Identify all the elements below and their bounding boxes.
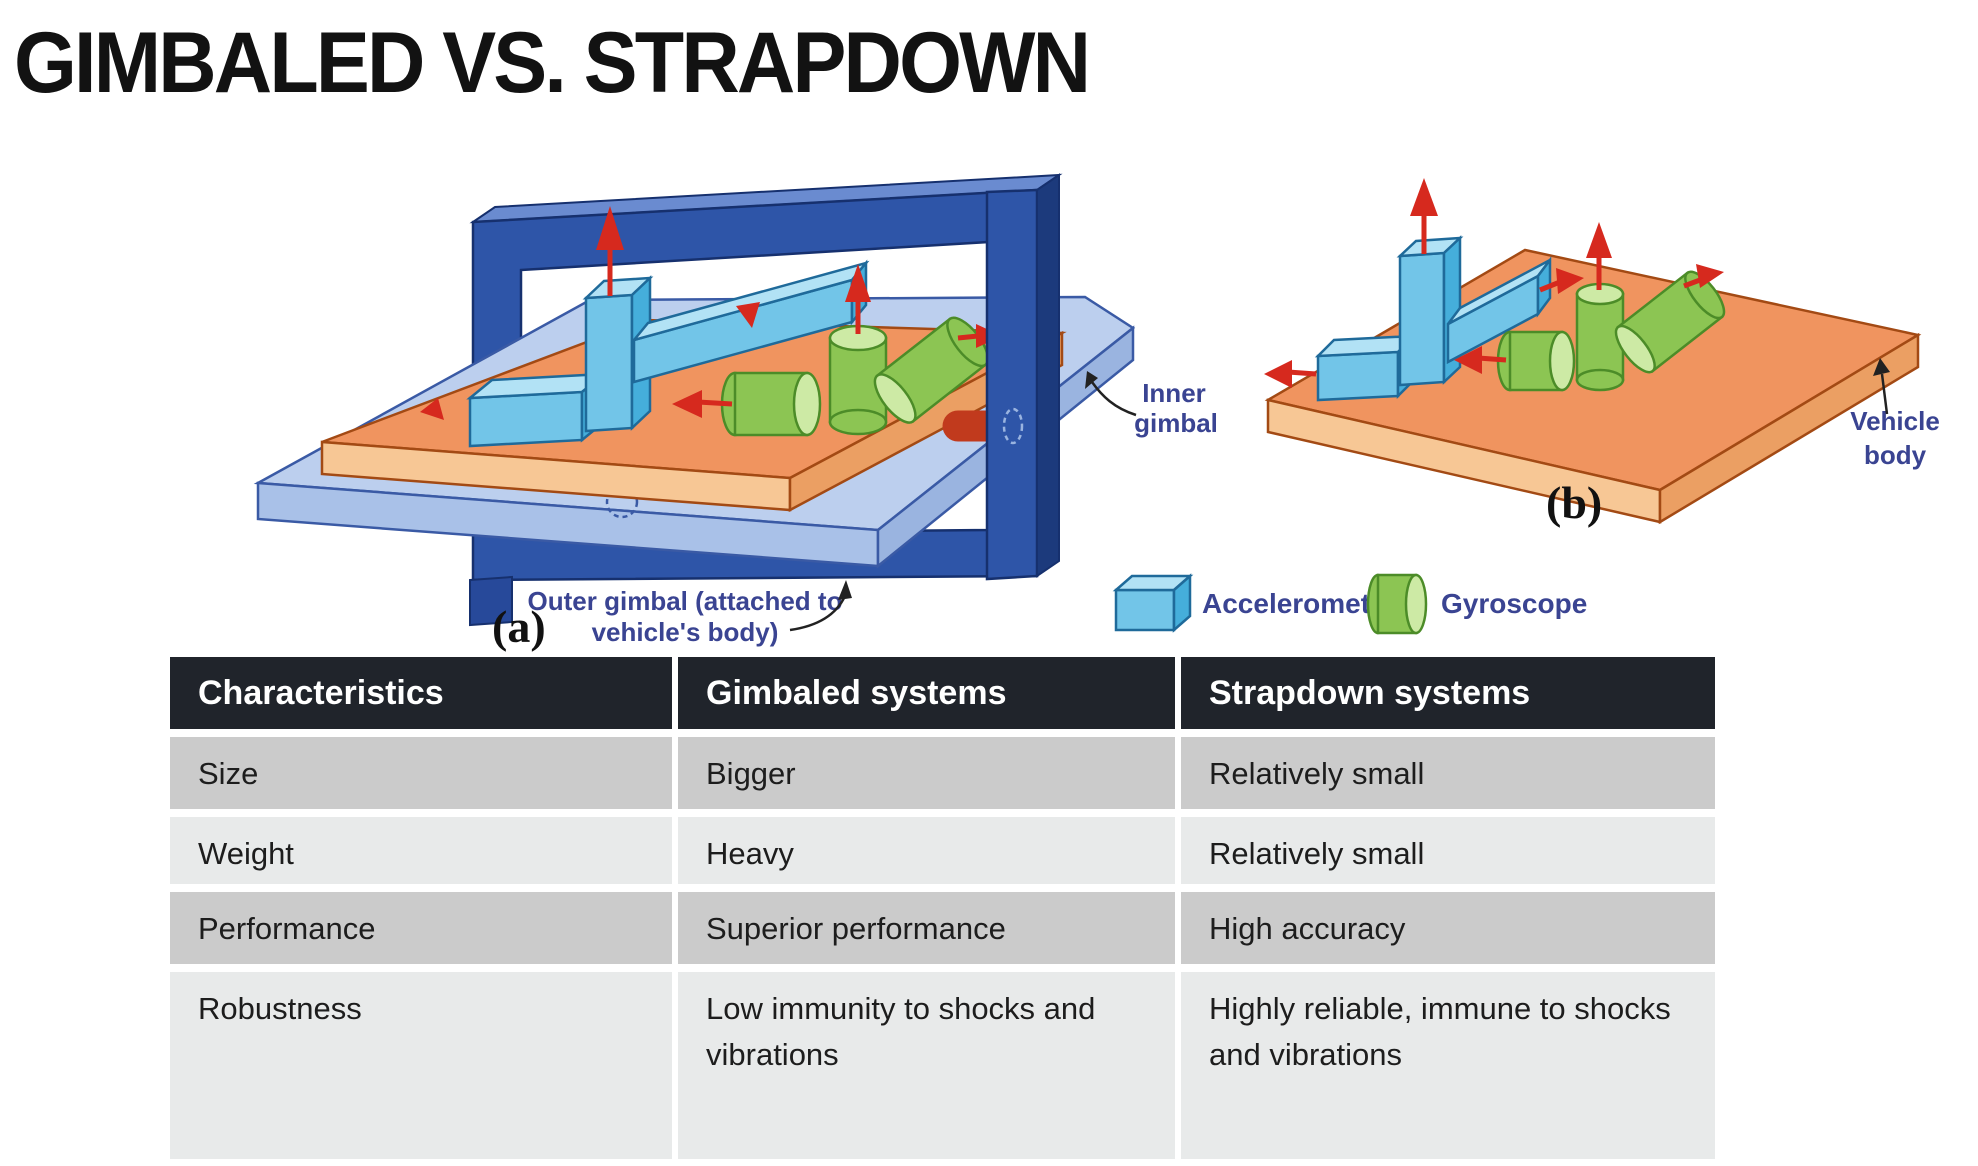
svg-text:Vehicle: Vehicle <box>1850 406 1940 436</box>
gimbaled-system-diagram: Inner gimbal Outer gimbal (attached to v… <box>253 173 1218 652</box>
axis-arrows <box>420 206 1002 420</box>
outer-gimbal-right-bar <box>985 173 1060 581</box>
gyroscope-cylinder <box>720 371 822 437</box>
comparison-table: Characteristics Gimbaled systems Strapdo… <box>170 657 1715 1159</box>
accelerometer-legend-label: Accelerometer <box>1202 588 1397 619</box>
caption-a: (a) <box>492 601 546 652</box>
table-header-strapdown: Strapdown systems <box>1181 657 1715 729</box>
gyroscope-cylinder <box>1496 330 1576 392</box>
table-cell: Relatively small <box>1181 817 1715 884</box>
gyroscope-legend-icon <box>1366 573 1428 635</box>
axis-arrows <box>1264 178 1724 388</box>
outer-gimbal-label: Outer gimbal (attached to vehicle's body… <box>528 580 852 647</box>
table-cell: Relatively small <box>1181 737 1715 809</box>
page-title: GIMBALED VS. STRAPDOWN <box>14 15 1091 111</box>
accelerometer-box <box>1396 235 1464 387</box>
vehicle-body-label: Vehicle body <box>1850 358 1940 470</box>
svg-text:Inner: Inner <box>1142 378 1206 408</box>
table-header-characteristics: Characteristics <box>170 657 672 729</box>
table-cell: Weight <box>170 817 672 884</box>
table-cell: Size <box>170 737 672 809</box>
table-cell: Highly reliable, immune to shocks and vi… <box>1181 972 1715 1159</box>
table-cell-text: Highly reliable, immune to shocks and vi… <box>1209 991 1671 1072</box>
table-cell: Bigger <box>678 737 1175 809</box>
table-cell: Low immunity to shocks and vibrations <box>678 972 1175 1159</box>
table-cell: Heavy <box>678 817 1175 884</box>
table-cell: High accuracy <box>1181 892 1715 964</box>
svg-text:Outer gimbal (attached to: Outer gimbal (attached to <box>528 586 843 616</box>
table-cell: Superior performance <box>678 892 1175 964</box>
gyroscope-cylinder <box>873 316 990 424</box>
inner-gimbal-label: Inner gimbal <box>1085 371 1218 438</box>
accelerometer-box <box>630 259 870 384</box>
svg-text:gimbal: gimbal <box>1134 408 1218 438</box>
gyroscope-legend-label: Gyroscope <box>1441 588 1588 619</box>
svg-text:body: body <box>1864 440 1927 470</box>
table-cell-text: Low immunity to shocks and vibrations <box>706 991 1096 1072</box>
caption-b: (b) <box>1546 477 1602 528</box>
table-header-gimbaled: Gimbaled systems <box>678 657 1175 729</box>
table-cell: Performance <box>170 892 672 964</box>
accelerometer-box <box>466 371 608 448</box>
table-cell: Robustness <box>170 972 672 1159</box>
strapdown-system-diagram: Vehicle body (b) <box>1264 178 1940 528</box>
accelerometer-legend-icon <box>1112 573 1194 633</box>
svg-text:vehicle's body): vehicle's body) <box>592 617 779 647</box>
